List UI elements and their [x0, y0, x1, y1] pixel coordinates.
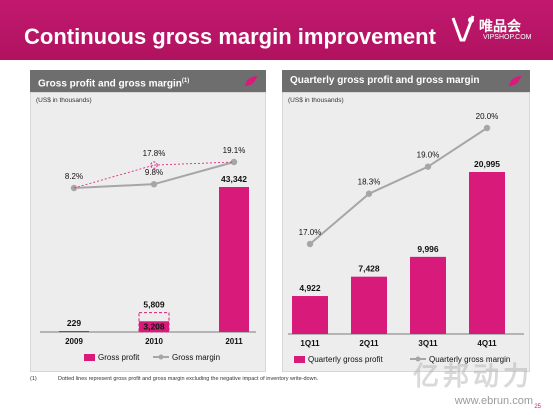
right-panel-title: Quarterly gross profit and gross margin: [290, 75, 480, 86]
bar-value-label: 20,995: [474, 159, 500, 169]
margin-point: [365, 190, 373, 197]
left-chart: 229 2009 3,208 2010 43,342 2011 8.2% 9.8% 19.1% 5…: [40, 146, 256, 362]
bar-2Q11: [351, 276, 387, 334]
left-panel-unit: (US$ in thousands): [36, 97, 92, 104]
bar-value-label: 3,208: [143, 322, 165, 332]
x-tick-label: 1Q11: [300, 339, 320, 348]
x-tick-label: 2009: [65, 337, 83, 346]
legend-label: Gross margin: [172, 353, 220, 362]
margin-value-label: 8.2%: [65, 172, 83, 181]
x-tick-label: 2Q11: [359, 339, 379, 348]
adjusted-bar-outline: [138, 312, 170, 333]
bar-value-label: 229: [67, 318, 81, 328]
x-tick-label: 3Q11: [418, 339, 438, 348]
legend-swatch-bar: [84, 354, 95, 361]
margin-value-label: 20.0%: [476, 112, 499, 121]
slide-header: Continuous gross margin improvement 唯品会 …: [0, 0, 553, 60]
vipshop-logo: 唯品会 VIPSHOP.COM: [449, 12, 545, 52]
logo-text: 唯品会: [479, 18, 521, 34]
margin-point: [150, 180, 158, 188]
margin-value-label: 18.3%: [358, 178, 381, 187]
watermark: 亿邦动力: [412, 361, 533, 391]
margin-value-label: 9.8%: [145, 168, 163, 177]
bar-2009: [59, 331, 89, 332]
right-panel-title-bar: Quarterly gross profit and gross margin: [282, 70, 530, 92]
vipshop-logo-icon: [451, 15, 475, 42]
bar-value-label: 9,996: [417, 244, 439, 254]
legend-swatch-marker: [415, 356, 421, 362]
watermark-url: www.ebrun.com: [454, 395, 533, 407]
right-chart: 4,922 1Q11 7,428 2Q11 9,996 3Q11 20,995 4Q11 17.…: [288, 112, 524, 364]
margin-point: [483, 124, 491, 132]
legend-label: Quarterly gross profit: [308, 355, 383, 364]
left-panel-title-footnote-mark: (1): [181, 78, 190, 84]
margin-line-chart-right: [309, 127, 488, 245]
margin-point: [70, 184, 78, 192]
x-tick-label: 2011: [225, 337, 243, 346]
adjusted-margin-value-label: 17.8%: [143, 149, 166, 158]
margin-value-label: 17.0%: [299, 228, 322, 237]
slide-title: Continuous gross margin improvement: [24, 24, 436, 49]
leaf-icon: [509, 76, 521, 86]
bar-1Q11: [292, 296, 328, 334]
bar-2011: [219, 187, 249, 332]
margin-point: [306, 240, 314, 248]
adjusted-bar-value-label: 5,809: [143, 300, 165, 310]
legend-label: Quarterly gross margin: [429, 355, 510, 364]
legend-swatch-marker: [158, 354, 164, 360]
adjusted-margin-point: [150, 161, 158, 169]
page-number: 25: [534, 404, 541, 410]
bar-3Q11: [410, 256, 446, 334]
margin-point: [424, 163, 432, 170]
right-panel-unit: (US$ in thousands): [288, 97, 344, 104]
legend-label: Gross profit: [98, 353, 140, 362]
margin-value-label: 19.1%: [223, 146, 246, 155]
margin-value-label: 19.0%: [417, 151, 440, 160]
bar-value-label: 7,428: [358, 264, 380, 274]
left-panel-title-bar: Gross profit and gross margin(1): [30, 70, 266, 92]
logo-subtext: VIPSHOP.COM: [483, 34, 532, 41]
x-tick-label: 4Q11: [477, 339, 497, 348]
footnote-text: Dotted lines represent gross profit and …: [58, 376, 319, 382]
footnote-number: (1): [30, 376, 37, 382]
legend-swatch-bar: [294, 356, 305, 363]
leaf-icon: [245, 76, 257, 86]
left-panel-title: Gross profit and gross margin: [38, 78, 182, 90]
bar-value-label: 43,342: [221, 174, 247, 184]
bar-value-label: 4,922: [299, 283, 321, 293]
adjusted-margin-line: [153, 161, 235, 166]
adjusted-margin-line: [73, 164, 155, 189]
x-tick-label: 2010: [145, 337, 163, 346]
bar-4Q11: [469, 172, 505, 334]
bar-2010: [139, 321, 169, 332]
